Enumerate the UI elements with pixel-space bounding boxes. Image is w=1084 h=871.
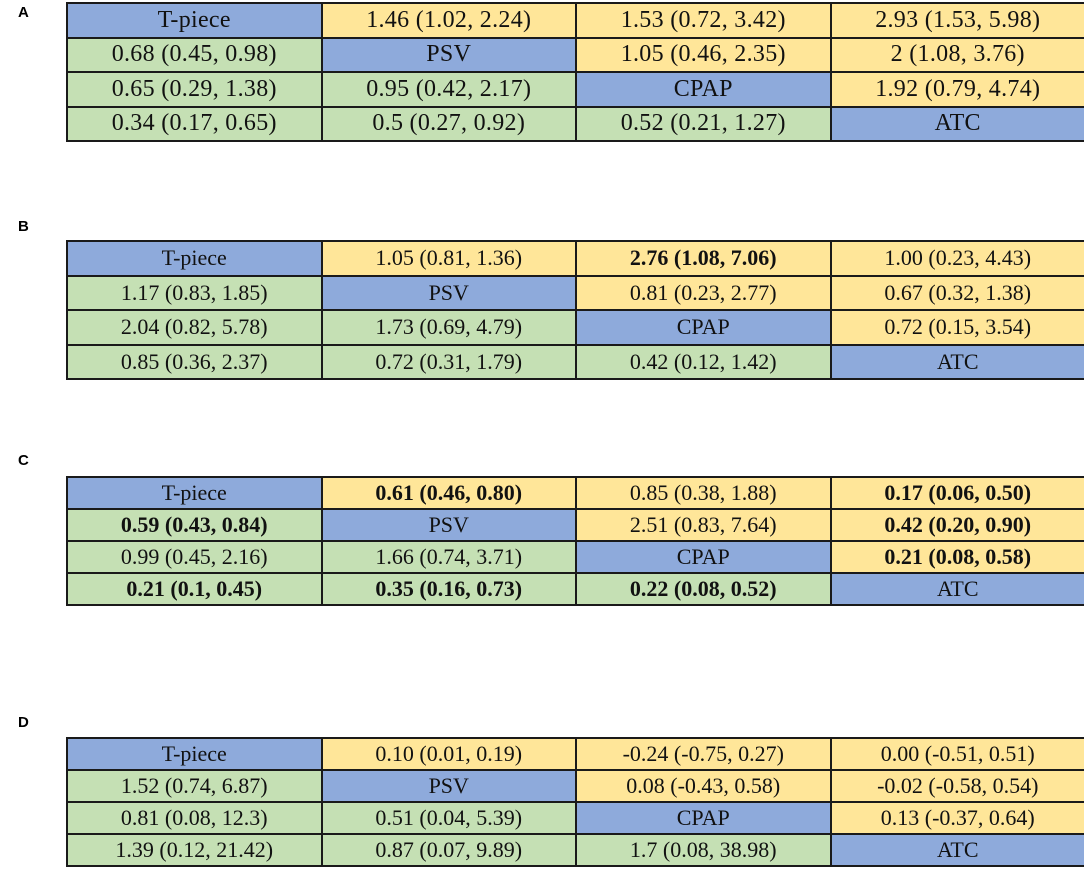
table-row: 0.85 (0.36, 2.37) 0.72 (0.31, 1.79) 0.42 (… bbox=[66, 343, 1084, 380]
estimate-cell: -0.24 (-0.75, 0.27) bbox=[575, 737, 832, 771]
estimate-cell: 0.52 (0.21, 1.27) bbox=[575, 105, 832, 142]
estimate-cell: 0.21 (0.08, 0.58) bbox=[829, 540, 1084, 574]
estimate-cell: 0.51 (0.04, 5.39) bbox=[320, 801, 577, 835]
table-row: 0.59 (0.43, 0.84) PSV 2.51 (0.83, 7.64) 0.4… bbox=[66, 508, 1084, 542]
estimate-cell: 0.95 (0.42, 2.17) bbox=[320, 71, 577, 108]
league-table-d: T-piece 0.10 (0.01, 0.19) -0.24 (-0.75, 0.… bbox=[66, 737, 1084, 867]
treatment-label-cell: T-piece bbox=[66, 476, 323, 510]
panel-b-label: B bbox=[18, 218, 29, 235]
estimate-cell: 0.67 (0.32, 1.38) bbox=[829, 274, 1084, 311]
treatment-label-cell: ATC bbox=[829, 833, 1084, 867]
estimate-cell: 1.05 (0.46, 2.35) bbox=[575, 36, 832, 73]
estimate-cell: 2.04 (0.82, 5.78) bbox=[66, 309, 323, 346]
estimate-cell: 2.76 (1.08, 7.06) bbox=[575, 240, 832, 277]
league-table-b: T-piece 1.05 (0.81, 1.36) 2.76 (1.08, 7.06… bbox=[66, 240, 1084, 380]
estimate-cell: 0.59 (0.43, 0.84) bbox=[66, 508, 323, 542]
table-row: T-piece 1.46 (1.02, 2.24) 1.53 (0.72, 3.42… bbox=[66, 2, 1084, 39]
estimate-cell: 1.52 (0.74, 6.87) bbox=[66, 769, 323, 803]
estimate-cell: 1.05 (0.81, 1.36) bbox=[320, 240, 577, 277]
estimate-cell: 0.22 (0.08, 0.52) bbox=[575, 572, 832, 606]
table-row: T-piece 0.61 (0.46, 0.80) 0.85 (0.38, 1.88… bbox=[66, 476, 1084, 510]
estimate-cell: 1.92 (0.79, 4.74) bbox=[829, 71, 1084, 108]
estimate-cell: -0.02 (-0.58, 0.54) bbox=[829, 769, 1084, 803]
estimate-cell: 1.39 (0.12, 21.42) bbox=[66, 833, 323, 867]
estimate-cell: 0.08 (-0.43, 0.58) bbox=[575, 769, 832, 803]
table-row: 0.65 (0.29, 1.38) 0.95 (0.42, 2.17) CPAP 1.… bbox=[66, 71, 1084, 108]
table-row: T-piece 0.10 (0.01, 0.19) -0.24 (-0.75, 0.… bbox=[66, 737, 1084, 771]
estimate-cell: 0.42 (0.20, 0.90) bbox=[829, 508, 1084, 542]
treatment-label-cell: PSV bbox=[320, 508, 577, 542]
table-row: 1.39 (0.12, 21.42) 0.87 (0.07, 9.89) 1.7 (… bbox=[66, 833, 1084, 867]
treatment-label-cell: ATC bbox=[829, 572, 1084, 606]
estimate-cell: 0.5 (0.27, 0.92) bbox=[320, 105, 577, 142]
league-table-c: T-piece 0.61 (0.46, 0.80) 0.85 (0.38, 1.88… bbox=[66, 476, 1084, 606]
panel-a-label: A bbox=[18, 4, 29, 21]
estimate-cell: 0.17 (0.06, 0.50) bbox=[829, 476, 1084, 510]
treatment-label-cell: T-piece bbox=[66, 240, 323, 277]
estimate-cell: 0.65 (0.29, 1.38) bbox=[66, 71, 323, 108]
estimate-cell: 0.87 (0.07, 9.89) bbox=[320, 833, 577, 867]
estimate-cell: 0.34 (0.17, 0.65) bbox=[66, 105, 323, 142]
estimate-cell: 0.68 (0.45, 0.98) bbox=[66, 36, 323, 73]
treatment-label-cell: CPAP bbox=[575, 309, 832, 346]
treatment-label-cell: ATC bbox=[829, 343, 1084, 380]
table-row: 1.17 (0.83, 1.85) PSV 0.81 (0.23, 2.77) 0.6… bbox=[66, 274, 1084, 311]
estimate-cell: 2 (1.08, 3.76) bbox=[829, 36, 1084, 73]
treatment-label-cell: T-piece bbox=[66, 737, 323, 771]
estimate-cell: 1.17 (0.83, 1.85) bbox=[66, 274, 323, 311]
treatment-label-cell: CPAP bbox=[575, 540, 832, 574]
table-row: 0.34 (0.17, 0.65) 0.5 (0.27, 0.92) 0.52 (0… bbox=[66, 105, 1084, 142]
estimate-cell: 0.81 (0.23, 2.77) bbox=[575, 274, 832, 311]
treatment-label-cell: PSV bbox=[320, 36, 577, 73]
treatment-label-cell: PSV bbox=[320, 769, 577, 803]
table-row: 2.04 (0.82, 5.78) 1.73 (0.69, 4.79) CPAP 0.… bbox=[66, 309, 1084, 346]
league-table-a: T-piece 1.46 (1.02, 2.24) 1.53 (0.72, 3.42… bbox=[66, 2, 1084, 142]
estimate-cell: 0.99 (0.45, 2.16) bbox=[66, 540, 323, 574]
estimate-cell: 0.42 (0.12, 1.42) bbox=[575, 343, 832, 380]
estimate-cell: 1.46 (1.02, 2.24) bbox=[320, 2, 577, 39]
treatment-label-cell: CPAP bbox=[575, 71, 832, 108]
estimate-cell: 0.61 (0.46, 0.80) bbox=[320, 476, 577, 510]
treatment-label-cell: PSV bbox=[320, 274, 577, 311]
estimate-cell: 0.13 (-0.37, 0.64) bbox=[829, 801, 1084, 835]
table-row: 0.21 (0.1, 0.45) 0.35 (0.16, 0.73) 0.22 (0… bbox=[66, 572, 1084, 606]
panel-c-label: C bbox=[18, 452, 29, 469]
table-row: 0.99 (0.45, 2.16) 1.66 (0.74, 3.71) CPAP 0.… bbox=[66, 540, 1084, 574]
estimate-cell: 0.10 (0.01, 0.19) bbox=[320, 737, 577, 771]
estimate-cell: 1.53 (0.72, 3.42) bbox=[575, 2, 832, 39]
estimate-cell: 1.73 (0.69, 4.79) bbox=[320, 309, 577, 346]
estimate-cell: 2.93 (1.53, 5.98) bbox=[829, 2, 1084, 39]
panel-d-label: D bbox=[18, 714, 29, 731]
estimate-cell: 2.51 (0.83, 7.64) bbox=[575, 508, 832, 542]
table-row: 1.52 (0.74, 6.87) PSV 0.08 (-0.43, 0.58) -0… bbox=[66, 769, 1084, 803]
estimate-cell: 1.7 (0.08, 38.98) bbox=[575, 833, 832, 867]
estimate-cell: 0.21 (0.1, 0.45) bbox=[66, 572, 323, 606]
estimate-cell: 1.66 (0.74, 3.71) bbox=[320, 540, 577, 574]
treatment-label-cell: T-piece bbox=[66, 2, 323, 39]
estimate-cell: 0.72 (0.15, 3.54) bbox=[829, 309, 1084, 346]
estimate-cell: 0.00 (-0.51, 0.51) bbox=[829, 737, 1084, 771]
treatment-label-cell: ATC bbox=[829, 105, 1084, 142]
estimate-cell: 0.85 (0.36, 2.37) bbox=[66, 343, 323, 380]
estimate-cell: 0.35 (0.16, 0.73) bbox=[320, 572, 577, 606]
table-row: T-piece 1.05 (0.81, 1.36) 2.76 (1.08, 7.06… bbox=[66, 240, 1084, 277]
table-row: 0.68 (0.45, 0.98) PSV 1.05 (0.46, 2.35) 2 (… bbox=[66, 36, 1084, 73]
estimate-cell: 0.72 (0.31, 1.79) bbox=[320, 343, 577, 380]
estimate-cell: 1.00 (0.23, 4.43) bbox=[829, 240, 1084, 277]
treatment-label-cell: CPAP bbox=[575, 801, 832, 835]
estimate-cell: 0.81 (0.08, 12.3) bbox=[66, 801, 323, 835]
table-row: 0.81 (0.08, 12.3) 0.51 (0.04, 5.39) CPAP 0.… bbox=[66, 801, 1084, 835]
estimate-cell: 0.85 (0.38, 1.88) bbox=[575, 476, 832, 510]
